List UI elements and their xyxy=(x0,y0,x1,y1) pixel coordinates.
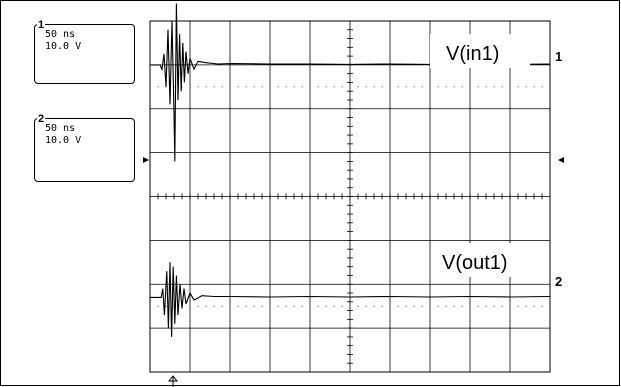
reference-dot xyxy=(157,305,159,307)
reference-dot xyxy=(213,305,215,307)
reference-dot xyxy=(341,305,343,307)
reference-dot xyxy=(525,86,527,88)
channel-1-info: 1 50 ns 10.0 V xyxy=(34,20,135,84)
reference-dot xyxy=(341,86,343,88)
reference-dot xyxy=(453,86,455,88)
left-level-marker xyxy=(143,157,149,163)
reference-dot xyxy=(533,305,535,307)
reference-dot xyxy=(461,86,463,88)
reference-dot xyxy=(421,305,423,307)
reference-dot xyxy=(357,86,359,88)
channel-2-info: 2 50 ns 10.0 V xyxy=(34,114,135,182)
reference-dot xyxy=(205,305,207,307)
trace-1-marker: 1 xyxy=(555,49,562,64)
reference-dot xyxy=(333,305,335,307)
reference-dot xyxy=(413,305,415,307)
reference-dot xyxy=(405,86,407,88)
reference-dot xyxy=(453,305,455,307)
reference-dot xyxy=(437,86,439,88)
channel-1-timebase: 50 ns xyxy=(45,29,76,40)
reference-dot xyxy=(421,86,423,88)
reference-dot xyxy=(205,86,207,88)
reference-dot xyxy=(493,86,495,88)
reference-dot xyxy=(301,305,303,307)
right-level-marker xyxy=(558,157,564,163)
reference-dot xyxy=(293,86,295,88)
trace-2-label-bg xyxy=(432,243,540,277)
trace-1 xyxy=(150,3,551,162)
reference-dot xyxy=(373,305,375,307)
reference-dot xyxy=(277,86,279,88)
trace-2-label: V(out1) xyxy=(442,252,508,274)
reference-dot xyxy=(461,305,463,307)
reference-dot xyxy=(317,86,319,88)
reference-dot xyxy=(261,86,263,88)
reference-dot xyxy=(325,86,327,88)
reference-dot xyxy=(261,305,263,307)
reference-dot xyxy=(541,86,543,88)
reference-dot xyxy=(253,86,255,88)
reference-dot xyxy=(501,305,503,307)
reference-dot xyxy=(477,305,479,307)
reference-dot xyxy=(197,305,199,307)
reference-dot xyxy=(413,86,415,88)
reference-dot xyxy=(245,305,247,307)
channel-1-number: 1 xyxy=(37,19,46,31)
reference-dot xyxy=(437,305,439,307)
reference-dot xyxy=(253,305,255,307)
reference-dot xyxy=(333,86,335,88)
reference-dot xyxy=(237,86,239,88)
reference-dot xyxy=(445,305,447,307)
reference-dot xyxy=(397,305,399,307)
reference-dot xyxy=(277,305,279,307)
reference-dot xyxy=(245,86,247,88)
reference-dot xyxy=(445,86,447,88)
reference-dot xyxy=(221,305,223,307)
trigger-arrow-head xyxy=(167,375,179,382)
reference-dot xyxy=(517,305,519,307)
reference-dot xyxy=(221,86,223,88)
channel-1-volts: 10.0 V xyxy=(45,41,82,52)
reference-dot xyxy=(397,86,399,88)
reference-dot xyxy=(525,305,527,307)
reference-dot xyxy=(325,305,327,307)
reference-dot xyxy=(517,86,519,88)
reference-dot xyxy=(541,305,543,307)
reference-dot xyxy=(165,305,167,307)
reference-dot xyxy=(357,305,359,307)
reference-dot xyxy=(197,86,199,88)
reference-dot xyxy=(501,86,503,88)
trace-2 xyxy=(150,262,551,337)
reference-dot xyxy=(381,305,383,307)
reference-dot xyxy=(373,86,375,88)
reference-dot xyxy=(365,86,367,88)
reference-dot xyxy=(485,305,487,307)
channel-2-volts: 10.0 V xyxy=(45,135,82,146)
reference-dot xyxy=(533,86,535,88)
reference-dot xyxy=(285,86,287,88)
traces xyxy=(150,3,551,337)
reference-dot xyxy=(237,305,239,307)
reference-dot xyxy=(317,305,319,307)
reference-dot xyxy=(485,86,487,88)
channel-2-number: 2 xyxy=(37,113,46,125)
trace-1-label: V(in1) xyxy=(446,43,499,65)
reference-dot xyxy=(477,86,479,88)
reference-dot xyxy=(157,86,159,88)
reference-dot xyxy=(493,305,495,307)
reference-dot xyxy=(293,305,295,307)
reference-dot xyxy=(381,86,383,88)
reference-dot xyxy=(405,305,407,307)
graticule xyxy=(149,20,551,373)
reference-dot xyxy=(365,305,367,307)
channel-2-timebase: 50 ns xyxy=(45,123,76,134)
trace-1-label-bg xyxy=(430,34,530,68)
reference-dot xyxy=(213,86,215,88)
reference-dot xyxy=(301,86,303,88)
reference-dot xyxy=(285,305,287,307)
trace-2-marker: 2 xyxy=(555,274,562,289)
